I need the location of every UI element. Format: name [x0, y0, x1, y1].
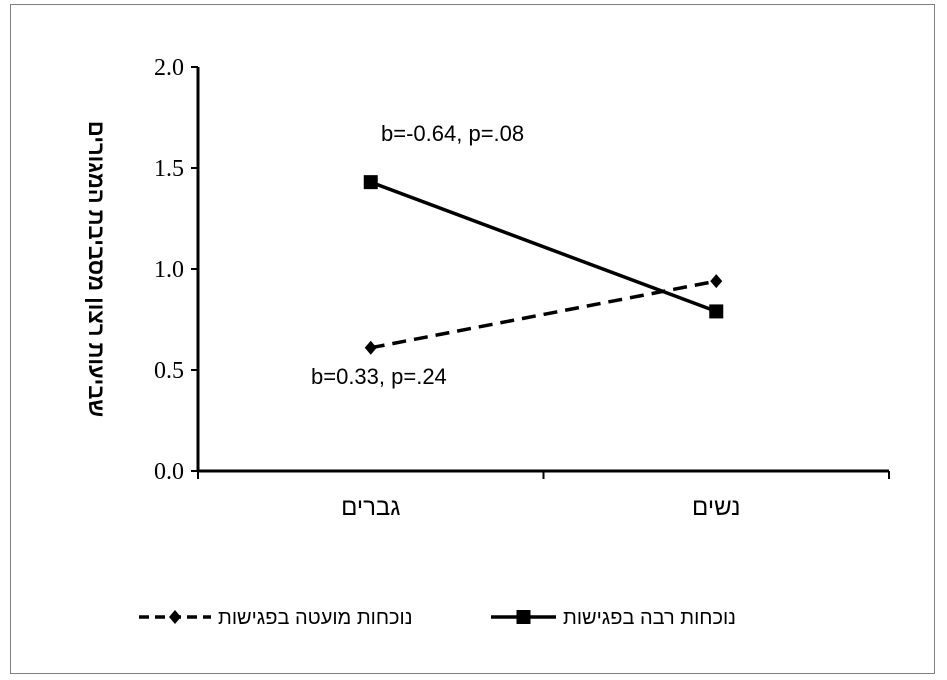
chart-frame: שביעות רצון מסביבת המגורים 0.0 0.5 1.0 1.5 2…	[10, 4, 935, 674]
y-tick-label: 0.5	[154, 358, 184, 384]
diamond-data-point	[364, 340, 377, 355]
legend: נוכחות רבה בפגישות נוכחות מועטה בפגישות	[139, 607, 736, 629]
legend-label: נוכחות רבה בפגישות	[563, 607, 736, 629]
y-tick-label: 2.0	[154, 55, 184, 81]
y-axis-label: שביעות רצון מסביבת המגורים	[84, 121, 109, 417]
square-data-point	[363, 175, 378, 190]
series-line-few-attendance	[370, 279, 717, 350]
y-ticks: 0.0 0.5 1.0 1.5 2.0	[154, 55, 198, 485]
legend-square-marker	[516, 610, 531, 624]
series-annotation: b=-0.64, p=.08	[381, 121, 524, 146]
legend-diamond-marker	[169, 610, 181, 624]
x-ticks: גברים נשים	[197, 471, 890, 521]
annotations: b=-0.64, p=.08 b=0.33, p=.24	[311, 121, 524, 389]
x-tick-label: נשים	[692, 494, 740, 521]
series-group	[363, 175, 724, 355]
y-tick-label: 0.0	[154, 459, 184, 485]
series-line-high-attendance	[370, 180, 717, 314]
diamond-data-point	[710, 274, 723, 289]
y-tick-label: 1.5	[154, 156, 184, 182]
y-tick-label: 1.0	[154, 257, 184, 283]
legend-label: נוכחות מועטה בפגישות	[218, 607, 413, 629]
line-chart: שביעות רצון מסביבת המגורים 0.0 0.5 1.0 1.5 2…	[84, 55, 890, 629]
x-tick-label: גברים	[341, 494, 400, 521]
series-annotation: b=0.33, p=.24	[311, 364, 447, 389]
square-data-point	[709, 304, 724, 319]
